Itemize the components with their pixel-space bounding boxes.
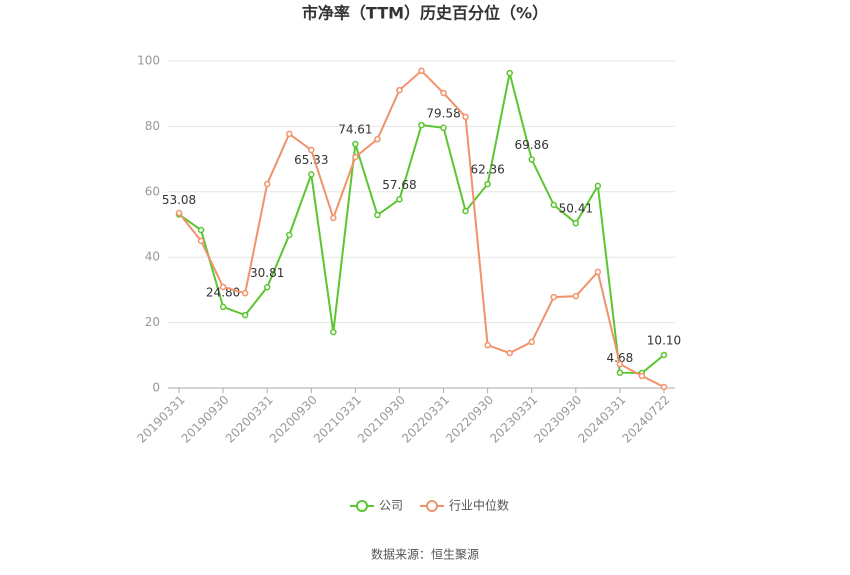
legend-marker — [356, 500, 368, 512]
point — [616, 360, 624, 368]
point — [462, 113, 469, 121]
point — [241, 289, 249, 297]
point — [506, 349, 513, 357]
point — [263, 180, 271, 188]
point — [308, 171, 315, 178]
series-line — [178, 72, 665, 374]
y-tick-label: 20 — [145, 315, 160, 329]
point — [462, 207, 469, 215]
point — [197, 237, 205, 245]
point — [660, 383, 668, 391]
data-label: 53.08 — [162, 193, 196, 207]
series-line — [178, 69, 665, 388]
point — [285, 231, 293, 239]
point — [352, 153, 359, 161]
y-tick-label: 100 — [137, 54, 160, 68]
point — [263, 284, 271, 291]
point — [396, 86, 403, 94]
point — [660, 351, 668, 359]
data-label: 50.41 — [559, 202, 593, 216]
point — [440, 124, 447, 132]
point — [374, 135, 381, 143]
point — [285, 130, 293, 138]
point — [528, 156, 535, 163]
point — [572, 292, 580, 300]
point — [440, 89, 447, 97]
source: 数据来源：恒生聚源 — [371, 547, 479, 562]
data-label: 69.86 — [515, 138, 549, 152]
point — [594, 268, 602, 276]
point — [330, 214, 337, 222]
y-tick-label: 60 — [145, 184, 160, 198]
point — [484, 180, 491, 188]
y-tick-label: 80 — [145, 119, 160, 133]
point — [506, 69, 513, 77]
point — [241, 311, 249, 319]
point — [330, 328, 337, 336]
data-label: 57.68 — [382, 178, 416, 192]
point — [219, 303, 227, 311]
point — [374, 211, 381, 219]
chart-title: 市净率（TTM）历史百分位（%） — [302, 4, 548, 23]
y-tick-label: 0 — [152, 381, 160, 395]
data-label: 74.61 — [338, 123, 372, 137]
point — [638, 372, 646, 380]
point — [352, 140, 359, 148]
data-label: 79.58 — [426, 106, 460, 120]
point — [484, 341, 491, 349]
data-label: 10.10 — [647, 333, 681, 347]
point — [550, 201, 558, 209]
x-tick-label: 20240722 — [619, 393, 672, 446]
point — [308, 146, 315, 154]
data-label: 30.81 — [250, 266, 284, 280]
data-label: 4.68 — [607, 351, 634, 365]
point — [572, 219, 580, 227]
point — [418, 121, 425, 129]
legend-label: 公司 — [379, 499, 403, 513]
data-label: 62.36 — [470, 163, 504, 177]
point — [396, 196, 403, 203]
point — [197, 226, 205, 234]
point — [219, 283, 227, 291]
data-label: 65.33 — [294, 153, 328, 167]
legend-marker — [426, 500, 438, 512]
point — [175, 209, 183, 217]
legend-label: 行业中位数 — [449, 498, 509, 513]
y-tick-label: 40 — [145, 250, 160, 264]
point — [550, 293, 558, 301]
point — [528, 338, 535, 346]
point — [616, 369, 624, 376]
point — [418, 67, 425, 75]
point — [594, 182, 602, 190]
